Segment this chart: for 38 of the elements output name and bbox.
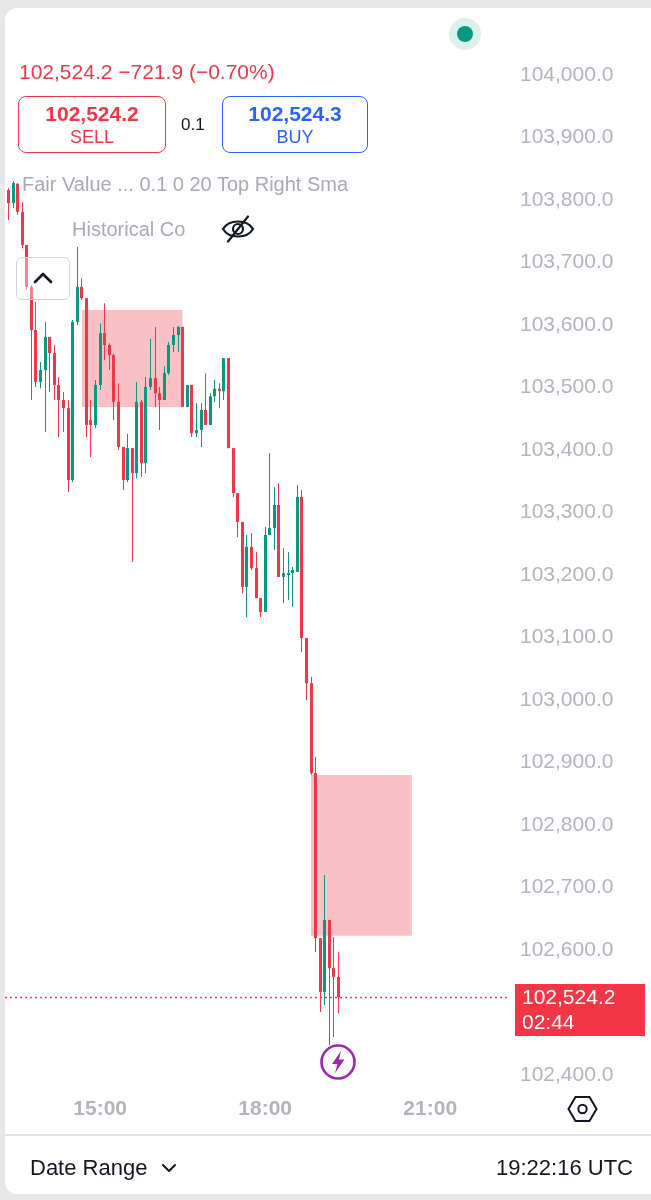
annotation: 102,524.2 — [45, 101, 139, 126]
text: 02:44 — [522, 1009, 575, 1033]
candlestick — [287, 551, 290, 600]
candlestick — [268, 453, 271, 535]
annotation: SELL — [69, 125, 115, 148]
annotation: BUY — [276, 125, 314, 148]
y-tick-label: 103,400.0 — [520, 436, 614, 460]
sell-button: 102,524.2 SELL — [18, 96, 166, 153]
y-tick-label: 103,500.0 — [520, 374, 614, 398]
y-tick-label: 103,300.0 — [520, 499, 614, 523]
x-tick-label: 15:00 — [73, 1096, 128, 1120]
annotation: 102,524.3 — [248, 101, 342, 126]
candlestick — [282, 548, 285, 604]
y-tick-label: 104,000.0 — [520, 61, 614, 85]
x-tick-label: 21:00 — [403, 1096, 458, 1120]
x-tick-label: 18:00 — [238, 1096, 293, 1120]
y-tick-label: 102,700.0 — [520, 874, 614, 898]
candlestick — [291, 566, 294, 607]
y-tick-label: 102,400.0 — [520, 1061, 614, 1085]
ref-line-label: 102,524.2 — [522, 984, 616, 1008]
y-tick-label: 102,600.0 — [520, 936, 614, 960]
y-tick-label: 103,700.0 — [520, 249, 614, 273]
text: 19:22:16 UTC — [496, 1155, 633, 1181]
annotation: Historical Co — [72, 217, 186, 242]
y-tick-label: 103,900.0 — [520, 124, 614, 148]
annotation: Fair Value ... 0.1 0 20 Top Right Sma — [22, 172, 349, 197]
y-tick-label: 102,900.0 — [520, 749, 614, 773]
chart-subtitle: 102,524.2 −721.9 (−0.70%) — [19, 59, 275, 85]
annotation: 0.1 — [181, 115, 205, 135]
y-tick-label: 103,100.0 — [520, 624, 614, 648]
buy-button: 102,524.3 BUY — [222, 96, 368, 153]
y-tick-label: 102,800.0 — [520, 811, 614, 835]
y-tick-label: 103,000.0 — [520, 686, 614, 710]
y-tick-label: 103,800.0 — [520, 186, 614, 210]
text: Date Range — [30, 1155, 148, 1181]
y-tick-label: 103,600.0 — [520, 311, 614, 335]
y-tick-label: 103,200.0 — [520, 561, 614, 585]
candlestick — [195, 403, 198, 437]
